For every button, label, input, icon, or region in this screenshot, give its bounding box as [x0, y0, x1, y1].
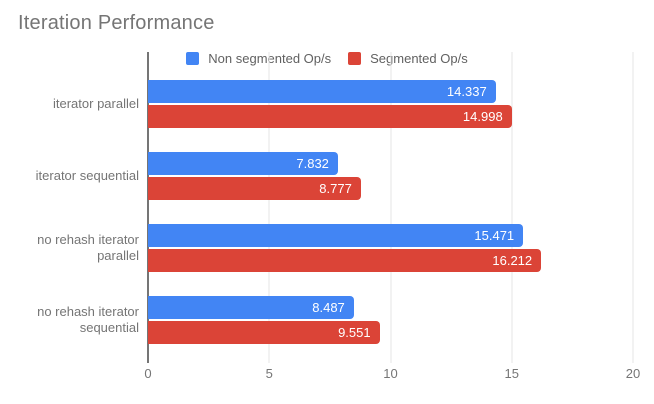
legend-item-segmented: Segmented Op/s	[348, 51, 468, 66]
x-tick-label: 10	[383, 366, 398, 381]
x-tick-label: 20	[625, 366, 641, 381]
category-axis: iterator parallel iterator sequential no r…	[0, 52, 139, 357]
category-label: no rehash iterator parallel	[37, 232, 139, 263]
bar-series2-cat2: 8.777	[148, 177, 361, 200]
x-tick-label: 15	[504, 366, 519, 381]
gridline	[511, 52, 513, 363]
bar-series1-cat2: 7.832	[148, 152, 338, 175]
bar-value-label: 7.832	[296, 156, 329, 171]
bar-value-label: 14.998	[462, 109, 503, 124]
bar-value-label: 16.212	[492, 253, 533, 268]
bar-value-label: 9.551	[338, 325, 371, 340]
gridline	[390, 52, 391, 363]
x-axis: 0 5 10 15 20	[144, 366, 640, 382]
legend-swatch-icon	[348, 52, 362, 65]
legend-swatch-icon	[186, 52, 200, 65]
bar-series1-cat3: 15.471	[148, 224, 524, 247]
category-label: iterator parallel	[53, 96, 139, 111]
chart-title: Iteration Performance	[18, 12, 215, 34]
gridline	[632, 52, 634, 363]
plot-area: 14.337 14.998 7.832 8.777 15.471 16.212 8.487 9…	[147, 52, 634, 363]
bar-value-label: 15.471	[474, 228, 515, 243]
category-label: iterator sequential	[35, 168, 139, 183]
bar-value-label: 8.777	[319, 181, 352, 196]
bar-series2-cat1: 14.998	[148, 105, 512, 128]
y-axis-baseline	[147, 52, 149, 363]
bar-value-label: 8.487	[312, 300, 345, 315]
bar-series2-cat4: 9.551	[148, 321, 380, 344]
bar-series2-cat3: 16.212	[148, 249, 542, 272]
gridline	[268, 52, 270, 363]
category-label: no rehash iterator sequential	[37, 304, 139, 335]
x-tick-label: 0	[144, 366, 152, 381]
bar-value-label: 14.337	[446, 84, 487, 99]
legend-label: Segmented Op/s	[370, 51, 468, 66]
x-tick-label: 5	[265, 366, 273, 381]
bar-series1-cat4: 8.487	[148, 296, 354, 319]
bar-series1-cat1: 14.337	[148, 80, 496, 103]
